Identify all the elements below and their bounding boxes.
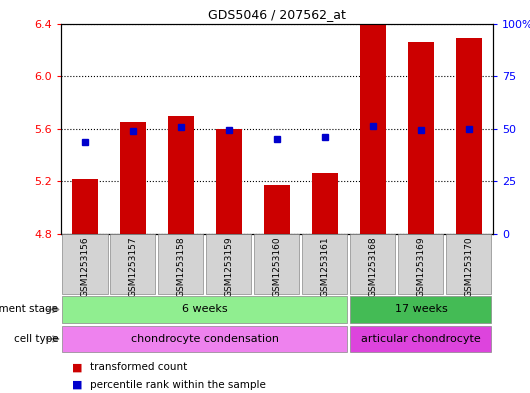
Text: ■: ■ [72, 380, 82, 390]
Text: GSM1253157: GSM1253157 [128, 236, 137, 297]
Bar [399, 235, 444, 294]
Bar [110, 235, 155, 294]
Bar [350, 235, 395, 294]
Bar [264, 185, 290, 234]
Bar [72, 179, 98, 234]
Bar [350, 296, 491, 323]
Bar [167, 116, 194, 234]
Bar [63, 326, 348, 352]
Bar [360, 25, 386, 234]
Bar [63, 235, 108, 294]
Text: percentile rank within the sample: percentile rank within the sample [90, 380, 266, 390]
Text: development stage: development stage [0, 305, 58, 314]
Text: GSM1253156: GSM1253156 [81, 236, 90, 297]
Text: transformed count: transformed count [90, 362, 187, 373]
Text: GSM1253159: GSM1253159 [224, 236, 233, 297]
Bar [216, 129, 242, 234]
Text: GSM1253170: GSM1253170 [464, 236, 473, 297]
Text: GSM1253168: GSM1253168 [368, 236, 377, 297]
Bar [456, 38, 482, 234]
Text: cell type: cell type [14, 334, 58, 344]
Title: GDS5046 / 207562_at: GDS5046 / 207562_at [208, 8, 346, 21]
Text: GSM1253160: GSM1253160 [272, 236, 281, 297]
Text: ■: ■ [72, 362, 82, 373]
Text: chondrocyte condensation: chondrocyte condensation [131, 334, 279, 344]
Text: 6 weeks: 6 weeks [182, 305, 228, 314]
Bar [120, 122, 146, 234]
Bar [254, 235, 299, 294]
Text: 17 weeks: 17 weeks [394, 305, 447, 314]
Bar [206, 235, 252, 294]
Text: GSM1253161: GSM1253161 [321, 236, 330, 297]
Bar [302, 235, 348, 294]
Bar [63, 296, 348, 323]
Text: GSM1253158: GSM1253158 [176, 236, 186, 297]
Bar [350, 326, 491, 352]
Bar [312, 173, 338, 234]
Bar [158, 235, 204, 294]
Bar [408, 42, 434, 234]
Text: articular chondrocyte: articular chondrocyte [361, 334, 481, 344]
Text: GSM1253169: GSM1253169 [417, 236, 426, 297]
Bar [446, 235, 491, 294]
